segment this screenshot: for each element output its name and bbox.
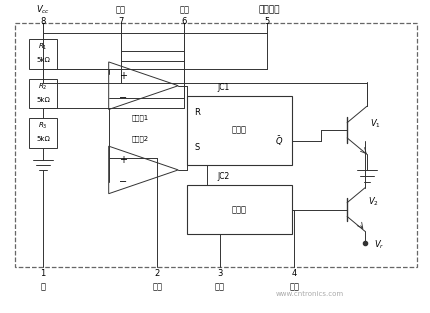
- Text: +: +: [119, 71, 126, 81]
- Text: 4: 4: [292, 269, 297, 279]
- Text: R: R: [194, 108, 200, 117]
- Text: 7: 7: [118, 17, 123, 26]
- Text: JC2: JC2: [217, 172, 229, 181]
- Text: 输出: 输出: [215, 282, 225, 291]
- Text: 地: 地: [40, 282, 46, 291]
- Text: 5kΩ: 5kΩ: [36, 57, 50, 63]
- Text: 6: 6: [181, 17, 187, 26]
- Text: 5kΩ: 5kΩ: [36, 136, 50, 142]
- Text: 输出级: 输出级: [232, 205, 247, 214]
- Text: 比较器2: 比较器2: [132, 135, 149, 141]
- Text: $V_2$: $V_2$: [368, 195, 378, 208]
- Bar: [15, 23, 417, 267]
- Text: $R_2$: $R_2$: [38, 82, 48, 92]
- Text: $R_3$: $R_3$: [38, 121, 48, 131]
- Text: $V_{cc}$: $V_{cc}$: [36, 3, 50, 16]
- Text: 5kΩ: 5kΩ: [36, 97, 50, 103]
- Text: −: −: [119, 93, 127, 103]
- Text: 复位: 复位: [289, 282, 299, 291]
- Text: 触发: 触发: [152, 282, 163, 291]
- Text: 8: 8: [40, 17, 46, 26]
- Text: $R_1$: $R_1$: [38, 42, 48, 52]
- Bar: [29, 118, 57, 148]
- Text: −: −: [119, 177, 127, 187]
- Text: 比较器1: 比较器1: [132, 114, 149, 121]
- Text: $\bar{Q}$: $\bar{Q}$: [276, 134, 284, 148]
- Bar: [187, 185, 292, 234]
- Text: 触发器: 触发器: [232, 126, 247, 135]
- Bar: [29, 39, 57, 69]
- Text: 门限: 门限: [179, 5, 189, 14]
- Text: www.cntronics.com: www.cntronics.com: [275, 291, 344, 297]
- Text: JC1: JC1: [217, 83, 229, 92]
- Text: 放电: 放电: [116, 5, 126, 14]
- Text: 2: 2: [155, 269, 160, 279]
- Text: 5: 5: [264, 17, 269, 26]
- Bar: [187, 95, 292, 165]
- Bar: [29, 79, 57, 109]
- Text: 控制电压: 控制电压: [259, 5, 280, 14]
- Text: 3: 3: [217, 269, 223, 279]
- Text: $V_1$: $V_1$: [370, 117, 381, 130]
- Text: +: +: [119, 155, 126, 165]
- Text: $V_r$: $V_r$: [374, 239, 384, 251]
- Text: 1: 1: [40, 269, 46, 279]
- Text: S: S: [194, 143, 200, 152]
